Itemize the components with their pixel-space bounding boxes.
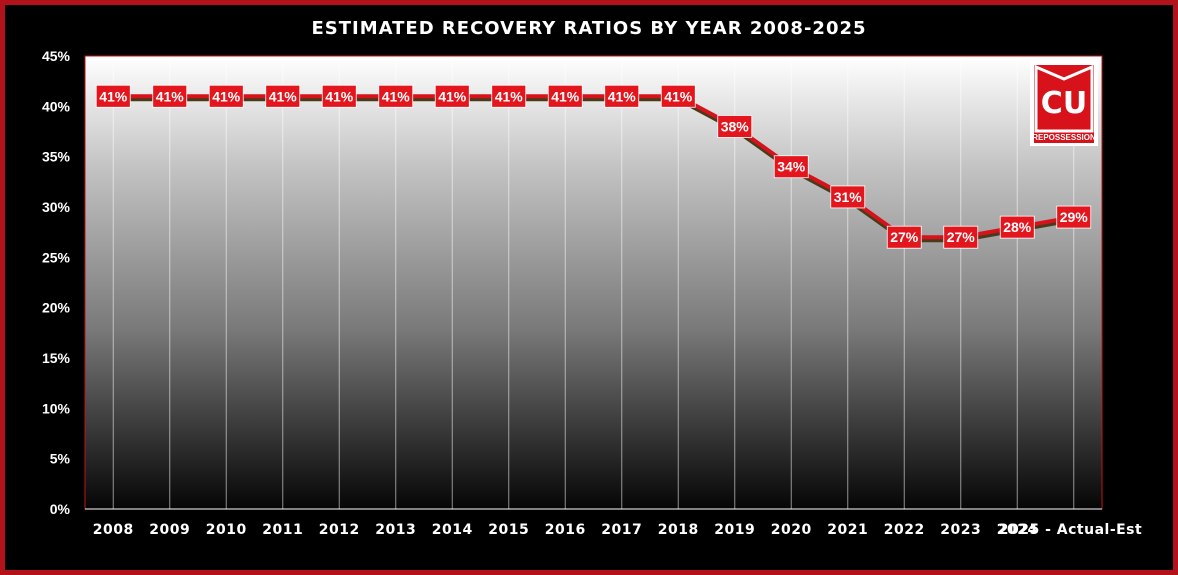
x-tick-label: 2009	[149, 522, 190, 538]
data-label-box	[886, 225, 922, 249]
x-tick-label: 2024	[997, 522, 1038, 538]
x-tick-label: 2013	[375, 522, 416, 538]
y-tick-label: 45%	[42, 48, 71, 64]
data-label-box	[830, 185, 866, 209]
data-label-box	[943, 225, 979, 249]
data-label-box	[717, 115, 753, 138]
data-label-box	[773, 155, 809, 179]
data-label-box	[378, 84, 414, 108]
y-axis-ticks: 0% 5% 10% 15% 20% 25% 30% 35% 40% 45%	[42, 48, 71, 517]
y-tick-label: 0%	[50, 501, 71, 517]
data-label: 41%	[99, 88, 128, 104]
x-tick-label: 2016	[545, 522, 586, 538]
data-label: 41%	[212, 88, 241, 104]
data-labels: 41% 41% 41% 41% 41% 41% 41% 41% 41% 41% 41% 38% 34% 3…	[95, 84, 1092, 249]
data-label-box	[1056, 205, 1092, 229]
gridlines	[112, 57, 1075, 509]
data-label: 41%	[495, 88, 524, 104]
x-tick-label: 2015	[488, 522, 529, 538]
data-label-box	[265, 84, 301, 108]
y-tick-label: 40%	[42, 98, 71, 114]
data-label-box	[547, 84, 583, 108]
x-tick-label: 2014	[432, 522, 473, 538]
x-tick-label: 2017	[601, 522, 642, 538]
y-tick-label: 25%	[42, 249, 71, 265]
data-label: 28%	[1003, 219, 1032, 235]
data-label-box	[95, 84, 131, 108]
chart-title: ESTIMATED RECOVERY RATIOS BY YEAR 2008-2…	[311, 18, 867, 39]
x-tick-label: 2021	[827, 522, 868, 538]
y-tick-label: 20%	[42, 300, 71, 316]
data-label: 27%	[890, 229, 919, 245]
data-label: 41%	[156, 88, 185, 104]
data-label: 41%	[438, 88, 467, 104]
x-tick-label: 2020	[771, 522, 812, 538]
data-label-box	[152, 84, 188, 108]
data-label: 41%	[269, 88, 298, 104]
cu-repossession-logo: CU REPOSSESSION	[1030, 61, 1098, 146]
x-tick-label: 2018	[658, 522, 699, 538]
x-tick-label: 2011	[262, 522, 303, 538]
y-tick-label: 30%	[42, 199, 71, 215]
y-tick-label: 10%	[42, 400, 71, 416]
data-label-box	[660, 84, 696, 108]
data-label: 38%	[721, 118, 750, 134]
y-tick-label: 15%	[42, 350, 71, 366]
data-label-box	[321, 84, 357, 108]
data-label: 34%	[777, 159, 806, 175]
x-tick-label: 2022	[884, 522, 925, 538]
data-label: 41%	[325, 88, 354, 104]
data-label-box	[999, 215, 1035, 239]
data-label-box	[604, 84, 640, 108]
logo-monogram: CU	[1041, 86, 1087, 121]
data-label-box	[491, 84, 527, 108]
data-label: 27%	[947, 229, 976, 245]
logo-text: REPOSSESSION	[1032, 133, 1096, 142]
x-axis-ticks: 2008 2009 2010 2011 2012 2013 2014 2015 2016 2017…	[93, 522, 1142, 538]
data-label: 29%	[1060, 209, 1089, 225]
x-tick-label: 2010	[206, 522, 247, 538]
data-label: 31%	[834, 189, 863, 205]
x-tick-label: 2008	[93, 522, 134, 538]
x-tick-label: 2023	[940, 522, 981, 538]
data-label: 41%	[551, 88, 580, 104]
data-label: 41%	[382, 88, 411, 104]
y-tick-label: 5%	[50, 451, 71, 467]
plot-area	[84, 55, 1103, 510]
x-tick-label: 2019	[714, 522, 755, 538]
x-tick-label: 2012	[319, 522, 360, 538]
data-label: 41%	[608, 88, 637, 104]
data-label-box	[208, 84, 244, 108]
data-label-box	[434, 84, 470, 108]
x-tick-label: 2025 - Actual-Est	[999, 522, 1142, 538]
y-tick-label: 35%	[42, 149, 71, 165]
data-label: 41%	[664, 88, 693, 104]
